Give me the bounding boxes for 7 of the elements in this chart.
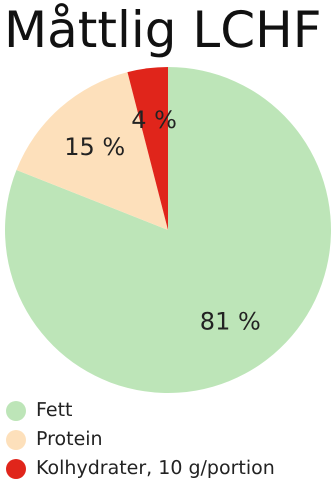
pie-slice <box>5 67 331 393</box>
data-label: 15 % <box>64 132 126 161</box>
legend-label: Fett <box>36 398 72 423</box>
legend-label: Kolhydrater, 10 g/portion <box>36 456 275 481</box>
legend-label: Protein <box>36 427 103 452</box>
data-label: 81 % <box>200 308 261 336</box>
chart-title: Måttlig LCHF <box>3 0 323 60</box>
